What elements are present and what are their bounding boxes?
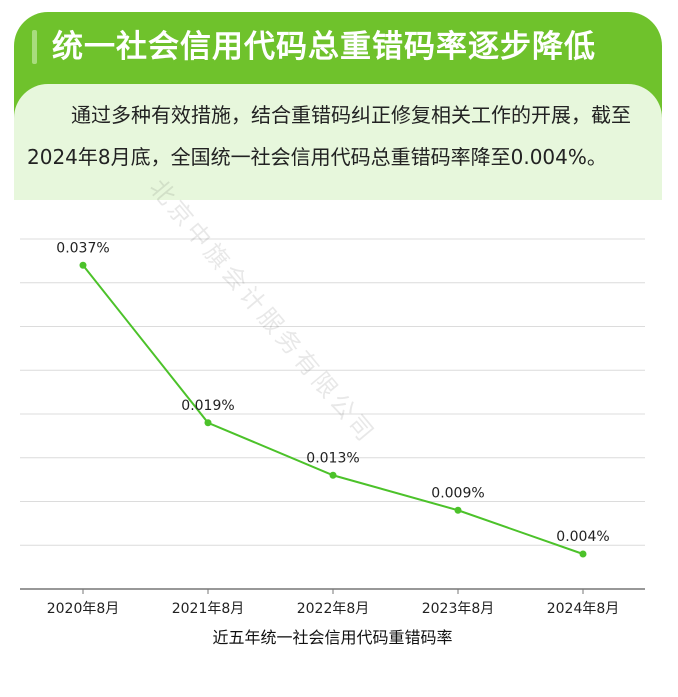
data-point (329, 471, 337, 479)
data-label: 0.019% (181, 398, 234, 414)
page-title: 统一社会信用代码总重错码率逐步降低 (52, 29, 596, 65)
summary-panel: 通过多种有效措施，结合重错码纠正修复相关工作的开展，截至2024年8月底，全国统… (14, 84, 662, 200)
x-axis-caption: 近五年统一社会信用代码重错码率 (212, 628, 452, 647)
data-label: 0.037% (56, 240, 109, 256)
data-point (79, 261, 87, 269)
data-point (579, 550, 587, 558)
data-point (454, 506, 462, 514)
data-label: 0.004% (556, 529, 609, 545)
data-label: 0.009% (431, 485, 484, 501)
x-tick-label: 2023年8月 (422, 601, 495, 617)
x-tick-label: 2022年8月 (297, 601, 370, 617)
header-card: 统一社会信用代码总重错码率逐步降低 通过多种有效措施，结合重错码纠正修复相关工作… (14, 12, 662, 200)
series-line (82, 264, 584, 555)
data-point (204, 419, 212, 427)
x-tick-label: 2020年8月 (47, 601, 120, 617)
x-tick-label: 2024年8月 (547, 601, 620, 617)
summary-text: 通过多种有效措施，结合重错码纠正修复相关工作的开展，截至2024年8月底，全国统… (27, 103, 631, 169)
x-tick-label: 2021年8月 (172, 601, 245, 617)
title-accent-bar (32, 30, 37, 64)
summary-paragraph: 通过多种有效措施，结合重错码纠正修复相关工作的开展，截至2024年8月底，全国统… (27, 94, 657, 178)
data-label: 0.013% (306, 450, 359, 466)
